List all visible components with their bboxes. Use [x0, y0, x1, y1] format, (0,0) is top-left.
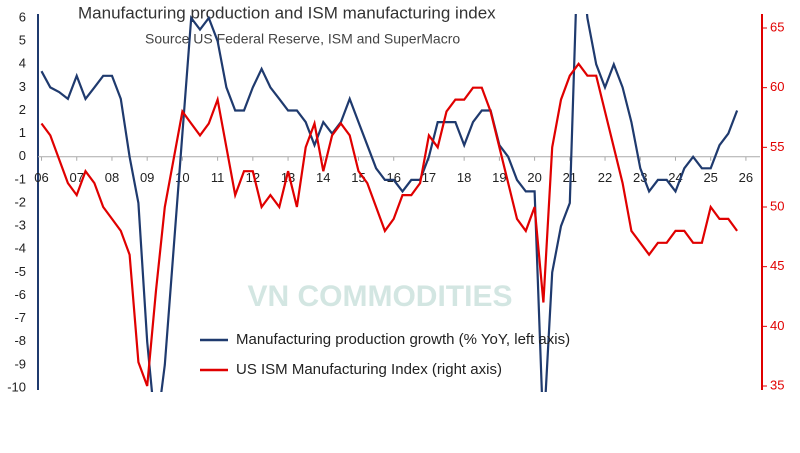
y-tick-label: 1 [19, 125, 26, 140]
y-tick-label: -9 [14, 356, 26, 371]
x-tick-label: 17 [422, 170, 436, 185]
y-tick-label: -7 [14, 310, 26, 325]
y-tick-label: -6 [14, 287, 26, 302]
x-tick-label: 07 [70, 170, 84, 185]
x-tick-label: 16 [386, 170, 400, 185]
y2-tick-label: 55 [770, 139, 784, 154]
x-tick-label: 15 [351, 170, 365, 185]
y-tick-label: -3 [14, 218, 26, 233]
x-tick-label: 22 [598, 170, 612, 185]
x-tick-label: 20 [527, 170, 541, 185]
y-tick-label: -1 [14, 171, 26, 186]
y-tick-label: -4 [14, 241, 26, 256]
x-tick-label: 08 [105, 170, 119, 185]
watermark: VN COMMODITIES [247, 280, 512, 313]
x-tick-label: 12 [246, 170, 260, 185]
y2-tick-label: 50 [770, 198, 784, 213]
y-tick-label: 0 [19, 148, 26, 163]
x-tick-label: 25 [703, 170, 717, 185]
x-tick-label: 11 [211, 170, 225, 185]
x-tick-label: 26 [739, 170, 753, 185]
chart-title: Manufacturing production and ISM manufac… [78, 3, 496, 22]
series-line [40, 14, 739, 392]
y2-tick-label: 35 [770, 377, 784, 392]
y-tick-label: 3 [19, 79, 26, 94]
y-tick-label: -5 [14, 264, 26, 279]
x-tick-label: 18 [457, 170, 471, 185]
y-tick-label: 4 [19, 56, 26, 71]
y2-tick-label: 40 [770, 318, 784, 333]
y-tick-label: -10 [7, 379, 26, 394]
series-line [40, 61, 738, 387]
x-tick-label: 10 [175, 170, 189, 185]
y2-tick-label: 65 [770, 19, 784, 34]
legend-label: Manufacturing production growth (% YoY, … [236, 331, 570, 348]
x-tick-label: 09 [140, 170, 154, 185]
chart-subtitle: Source US Federal Reserve, ISM and Super… [145, 31, 460, 47]
y-tick-label: 2 [19, 102, 26, 117]
y-tick-label: -2 [14, 194, 26, 209]
y-tick-label: 5 [19, 33, 26, 48]
x-tick-label: 14 [316, 170, 330, 185]
legend-label: US ISM Manufacturing Index (right axis) [236, 361, 502, 378]
y2-tick-label: 60 [770, 79, 784, 94]
x-tick-label: 06 [34, 170, 48, 185]
x-tick-label: 23 [633, 170, 647, 185]
x-tick-label: 19 [492, 170, 506, 185]
y2-tick-label: 45 [770, 258, 784, 273]
y-tick-label: 6 [19, 9, 26, 24]
y-tick-label: -8 [14, 333, 26, 348]
